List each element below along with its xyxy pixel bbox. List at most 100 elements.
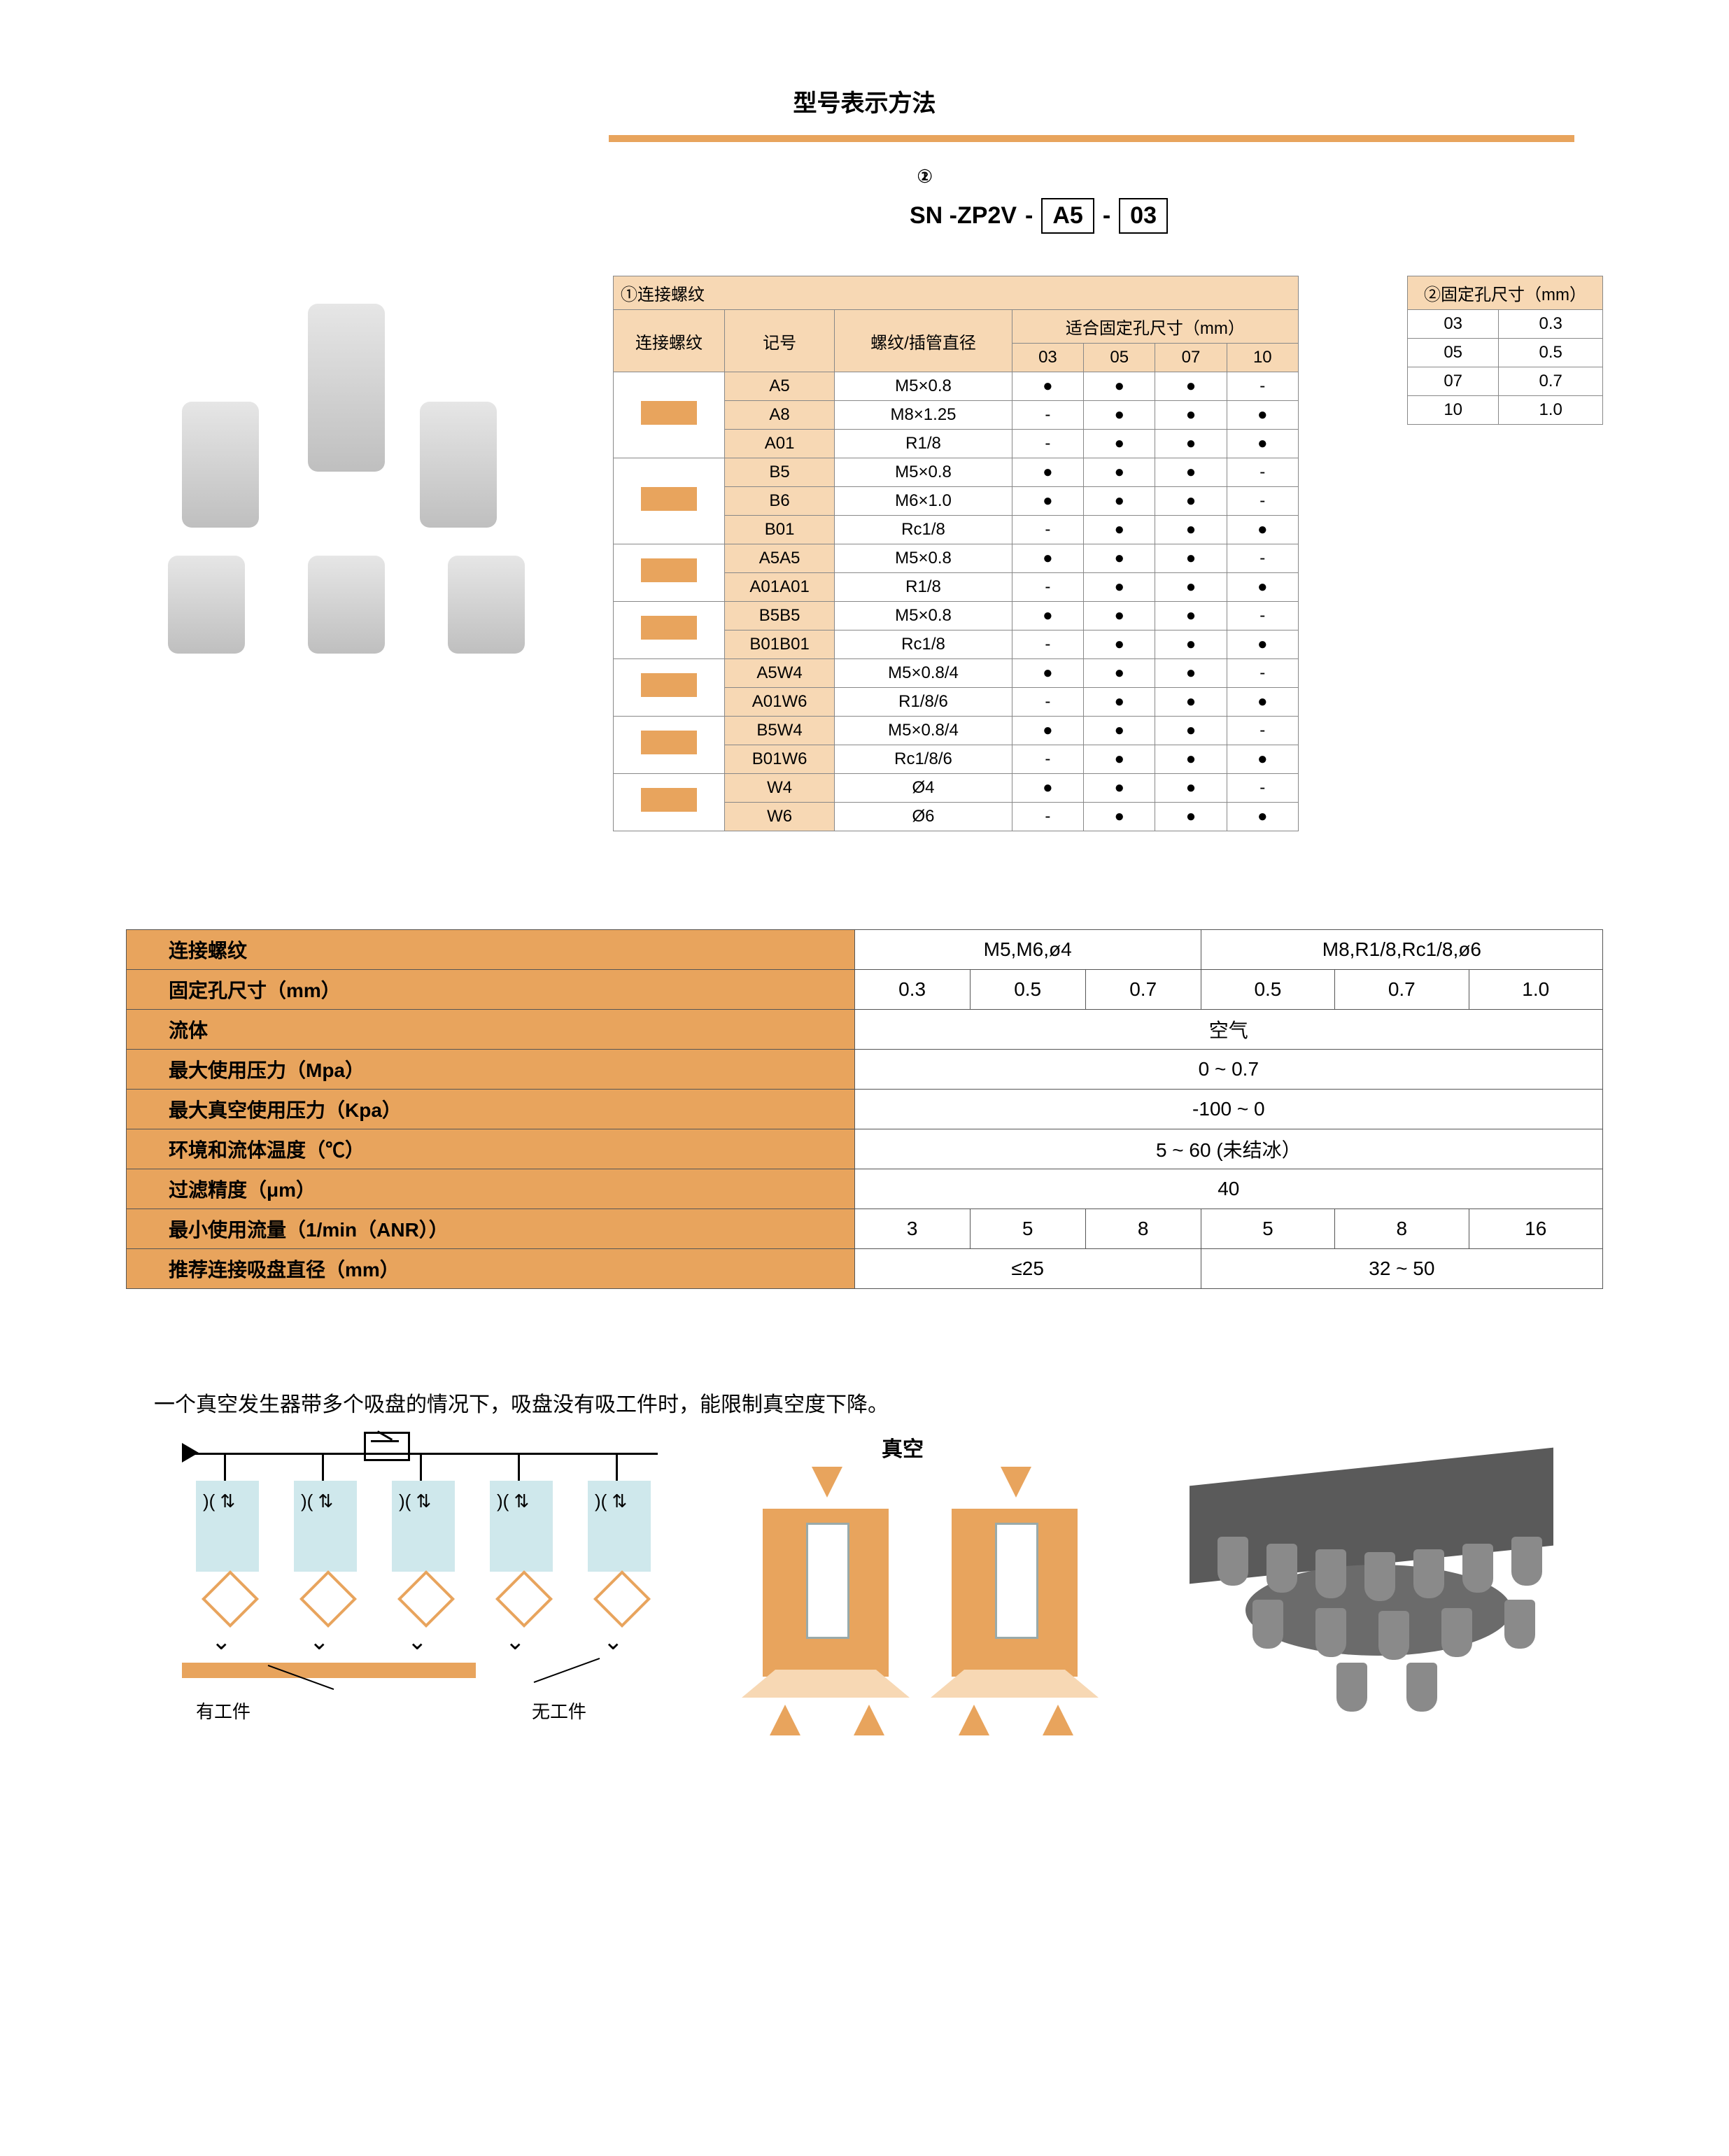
thread-icon-cell [614,458,725,544]
fit-cell: ● [1012,372,1083,401]
code-cell: A5A5 [725,544,835,573]
spec-label: 流体 [127,1010,855,1050]
thread-icon-cell [614,602,725,659]
spec-value: 8 [1335,1209,1469,1249]
spec-value: 5 ~ 60 (未结冰） [854,1129,1602,1169]
spec-cell: Rc1/8/6 [835,745,1012,774]
fit-cell: ● [1084,803,1155,831]
spec-table: 连接螺纹M5,M6,ø4M8,R1/8,Rc1/8,ø6固定孔尺寸（mm）0.3… [126,929,1603,1289]
fit-cell: ● [1155,487,1227,516]
suction-cup-icon [1378,1611,1409,1660]
spec-value: 0.3 [854,970,970,1010]
title-underline [609,135,1574,142]
code-cell: A01 [725,430,835,458]
spec-cell: R1/8 [835,573,1012,602]
suction-cup-icon [1218,1537,1248,1586]
code-cell: B5B5 [725,602,835,630]
table2-wrap: ②固定孔尺寸（mm） 030.3050.5070.7101.0 [1407,276,1603,831]
thread-icon-cell [614,372,725,458]
fit-cell: - [1012,630,1083,659]
model-prefix: SN -ZP2V [910,202,1017,230]
model-dash-2: - [1103,202,1110,230]
spec-cell: Rc1/8 [835,516,1012,544]
spec-cell: M5×0.8 [835,602,1012,630]
schematic: )( ⇅⌄)( ⇅⌄)( ⇅⌄)( ⇅⌄)( ⇅⌄ 有工件 无工件 [154,1460,700,1712]
tbl1-caption: ①连接螺纹 [614,276,1299,310]
spec-label: 过滤精度（μm） [127,1169,855,1209]
fit-cell: ● [1155,745,1227,774]
suction-cup-icon [1441,1608,1472,1657]
fitcol-2: 07 [1155,344,1227,372]
tbl2-caption: ②固定孔尺寸（mm） [1408,276,1603,310]
fit-cell: ● [1227,401,1298,430]
code-cell: W4 [725,774,835,803]
spec-value: M8,R1/8,Rc1/8,ø6 [1201,930,1602,970]
model-dash: - [1025,202,1033,230]
fit-cell: - [1227,659,1298,688]
fit-cell: ● [1227,803,1298,831]
suction-cup-icon [1364,1552,1395,1601]
fit-cell: ● [1084,458,1155,487]
suction-cup-icon [1504,1600,1535,1649]
spec-cell: Ø6 [835,803,1012,831]
fit-cell: ● [1155,688,1227,717]
model-box-2-text: 03 [1130,202,1157,229]
spec-value: 8 [1085,1209,1201,1249]
fitcol-3: 10 [1227,344,1298,372]
hole-val-cell: 0.3 [1499,310,1603,339]
fitting-icon [641,401,697,425]
table1-wrap: ①连接螺纹 连接螺纹 记号 螺纹/插管直径 适合固定孔尺寸（mm） 03 05 … [613,276,1364,831]
spec-label: 推荐连接吸盘直径（mm） [127,1249,855,1289]
code-cell: B01B01 [725,630,835,659]
fit-cell: ● [1084,401,1155,430]
fit-cell: - [1012,573,1083,602]
fit-cell: ● [1012,717,1083,745]
code-cell: B5W4 [725,717,835,745]
fit-cell: ● [1155,630,1227,659]
fitcol-0: 03 [1012,344,1083,372]
spec-value: 16 [1469,1209,1603,1249]
fit-cell: ● [1012,458,1083,487]
thread-icon-cell [614,659,725,717]
fit-cell: ● [1155,516,1227,544]
fit-cell: - [1012,745,1083,774]
hole-val-cell: 0.5 [1499,339,1603,367]
fit-cell: ● [1084,717,1155,745]
spec-value: 0.5 [1201,970,1334,1010]
suction-cup-icon [1266,1544,1297,1593]
spec-value: 0.7 [1085,970,1201,1010]
fit-cell: ● [1084,774,1155,803]
fit-cell: ● [1227,573,1298,602]
fit-cell: ● [1155,803,1227,831]
fit-cell: - [1012,516,1083,544]
col-fit-group: 适合固定孔尺寸（mm） [1012,310,1298,344]
fit-cell: ● [1012,602,1083,630]
product-photo [126,276,588,710]
col-code: 记号 [725,310,835,372]
thread-icon-cell [614,544,725,602]
spec-value: 5 [1201,1209,1334,1249]
spec-cell: M5×0.8 [835,544,1012,573]
fit-cell: ● [1084,745,1155,774]
fit-cell: ● [1012,774,1083,803]
fit-cell: ● [1155,774,1227,803]
code-cell: A01W6 [725,688,835,717]
spec-cell: Rc1/8 [835,630,1012,659]
fit-cell: - [1227,544,1298,573]
fit-cell: ● [1155,544,1227,573]
spec-cell: M5×0.8/4 [835,659,1012,688]
hole-table: ②固定孔尺寸（mm） 030.3050.5070.7101.0 [1407,276,1603,425]
fit-cell: ● [1084,602,1155,630]
circ-2: ② [917,166,933,188]
suction-cup-icon [1406,1663,1437,1712]
spec-cell: R1/8/6 [835,688,1012,717]
code-cell: B6 [725,487,835,516]
spec-value: -100 ~ 0 [854,1090,1602,1129]
fit-cell: - [1227,458,1298,487]
spec-label: 最大真空使用压力（Kpa） [127,1090,855,1129]
hole-code-cell: 03 [1408,310,1499,339]
iso-view [1148,1460,1595,1726]
hole-val-cell: 0.7 [1499,367,1603,396]
code-cell: B5 [725,458,835,487]
spec-value: 5 [970,1209,1085,1249]
